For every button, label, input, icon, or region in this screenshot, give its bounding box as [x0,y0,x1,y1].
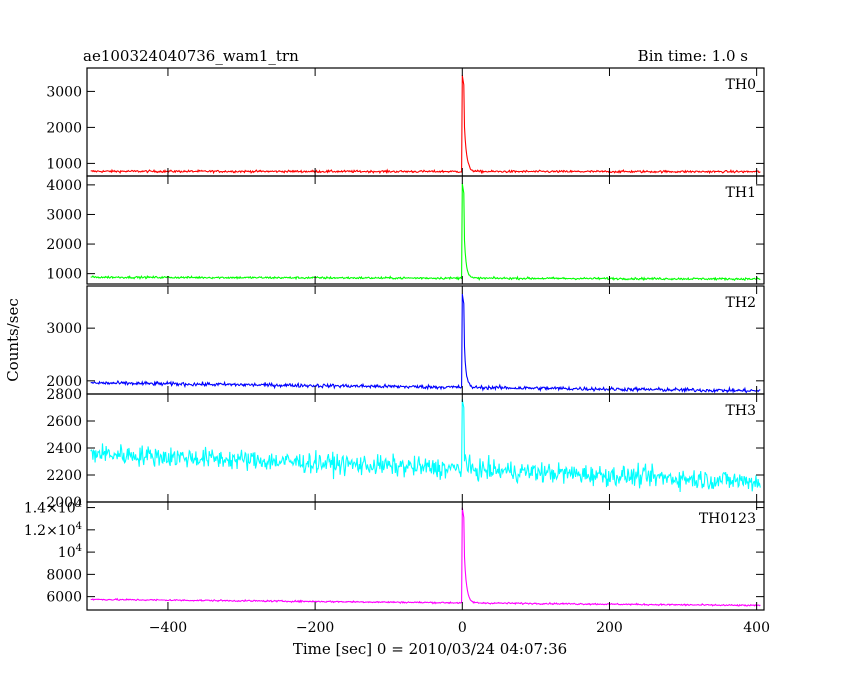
y-tick-label-th0: 3000 [46,84,82,100]
series-line-th0 [90,75,761,175]
x-tick-label: −200 [296,620,334,636]
y-tick-label-th0: 1000 [46,156,82,172]
series-line-th3 [90,399,761,493]
y-tick-label-th0: 2000 [46,120,82,136]
panel-label-th0: TH0 [726,77,756,93]
x-tick-label: 0 [458,620,467,636]
panel-label-th2: TH2 [726,295,756,311]
y-tick-label-th1: 1000 [46,267,82,283]
y-tick-label-th3: 2600 [46,414,82,430]
panel-frame-th2 [86,285,765,395]
y-tick-label-th0123: 104 [58,543,82,561]
y-tick-label-th0123: 8000 [46,567,82,583]
y-tick-label-th2: 2000 [46,374,82,390]
y-tick-label-th3: 2800 [46,387,82,403]
y-tick-label-th3: 2000 [46,495,82,511]
x-tick-label: −400 [149,620,187,636]
x-tick-label: 200 [596,620,623,636]
y-tick-label-th1: 3000 [46,207,82,223]
panel-label-th0123: TH0123 [699,511,756,527]
y-tick-label-th0123: 6000 [46,590,82,606]
y-tick-label-th0123: 1.2×104 [24,521,82,539]
y-tick-label-th3: 2400 [46,441,82,457]
y-axis-label: Counts/sec [4,298,22,382]
series-line-th1 [90,183,761,282]
bin-time-label: Bin time: 1.0 s [638,47,748,65]
series-line-th2 [90,293,761,394]
panel-frame-th0 [86,67,765,177]
panel-label-th1: TH1 [726,185,756,201]
panel-frame-th0123 [86,501,765,611]
y-tick-label-th0123: 1.4×104 [24,499,82,517]
x-tick-label: 400 [743,620,770,636]
series-line-th0123 [90,507,761,607]
chart-title: ae100324040736_wam1_trn [83,47,299,65]
y-tick-label-th3: 2200 [46,468,82,484]
panel-frame-th1 [86,175,765,285]
panel-frame-th3 [86,393,765,503]
y-tick-label-th2: 3000 [46,321,82,337]
y-tick-label-th1: 4000 [46,178,82,194]
y-tick-label-th1: 2000 [46,237,82,253]
panel-label-th3: TH3 [726,403,756,419]
x-axis-label: Time [sec] 0 = 2010/03/24 04:07:36 [293,640,567,658]
